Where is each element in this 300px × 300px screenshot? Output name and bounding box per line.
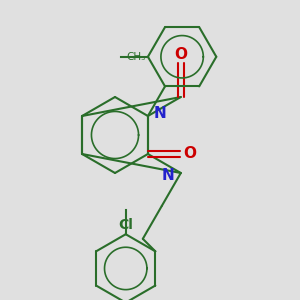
Text: O: O <box>184 146 197 161</box>
Text: N: N <box>162 167 175 182</box>
Text: Cl: Cl <box>118 218 133 232</box>
Text: N: N <box>154 106 167 121</box>
Text: CH₃: CH₃ <box>126 52 146 62</box>
Text: O: O <box>174 47 187 62</box>
